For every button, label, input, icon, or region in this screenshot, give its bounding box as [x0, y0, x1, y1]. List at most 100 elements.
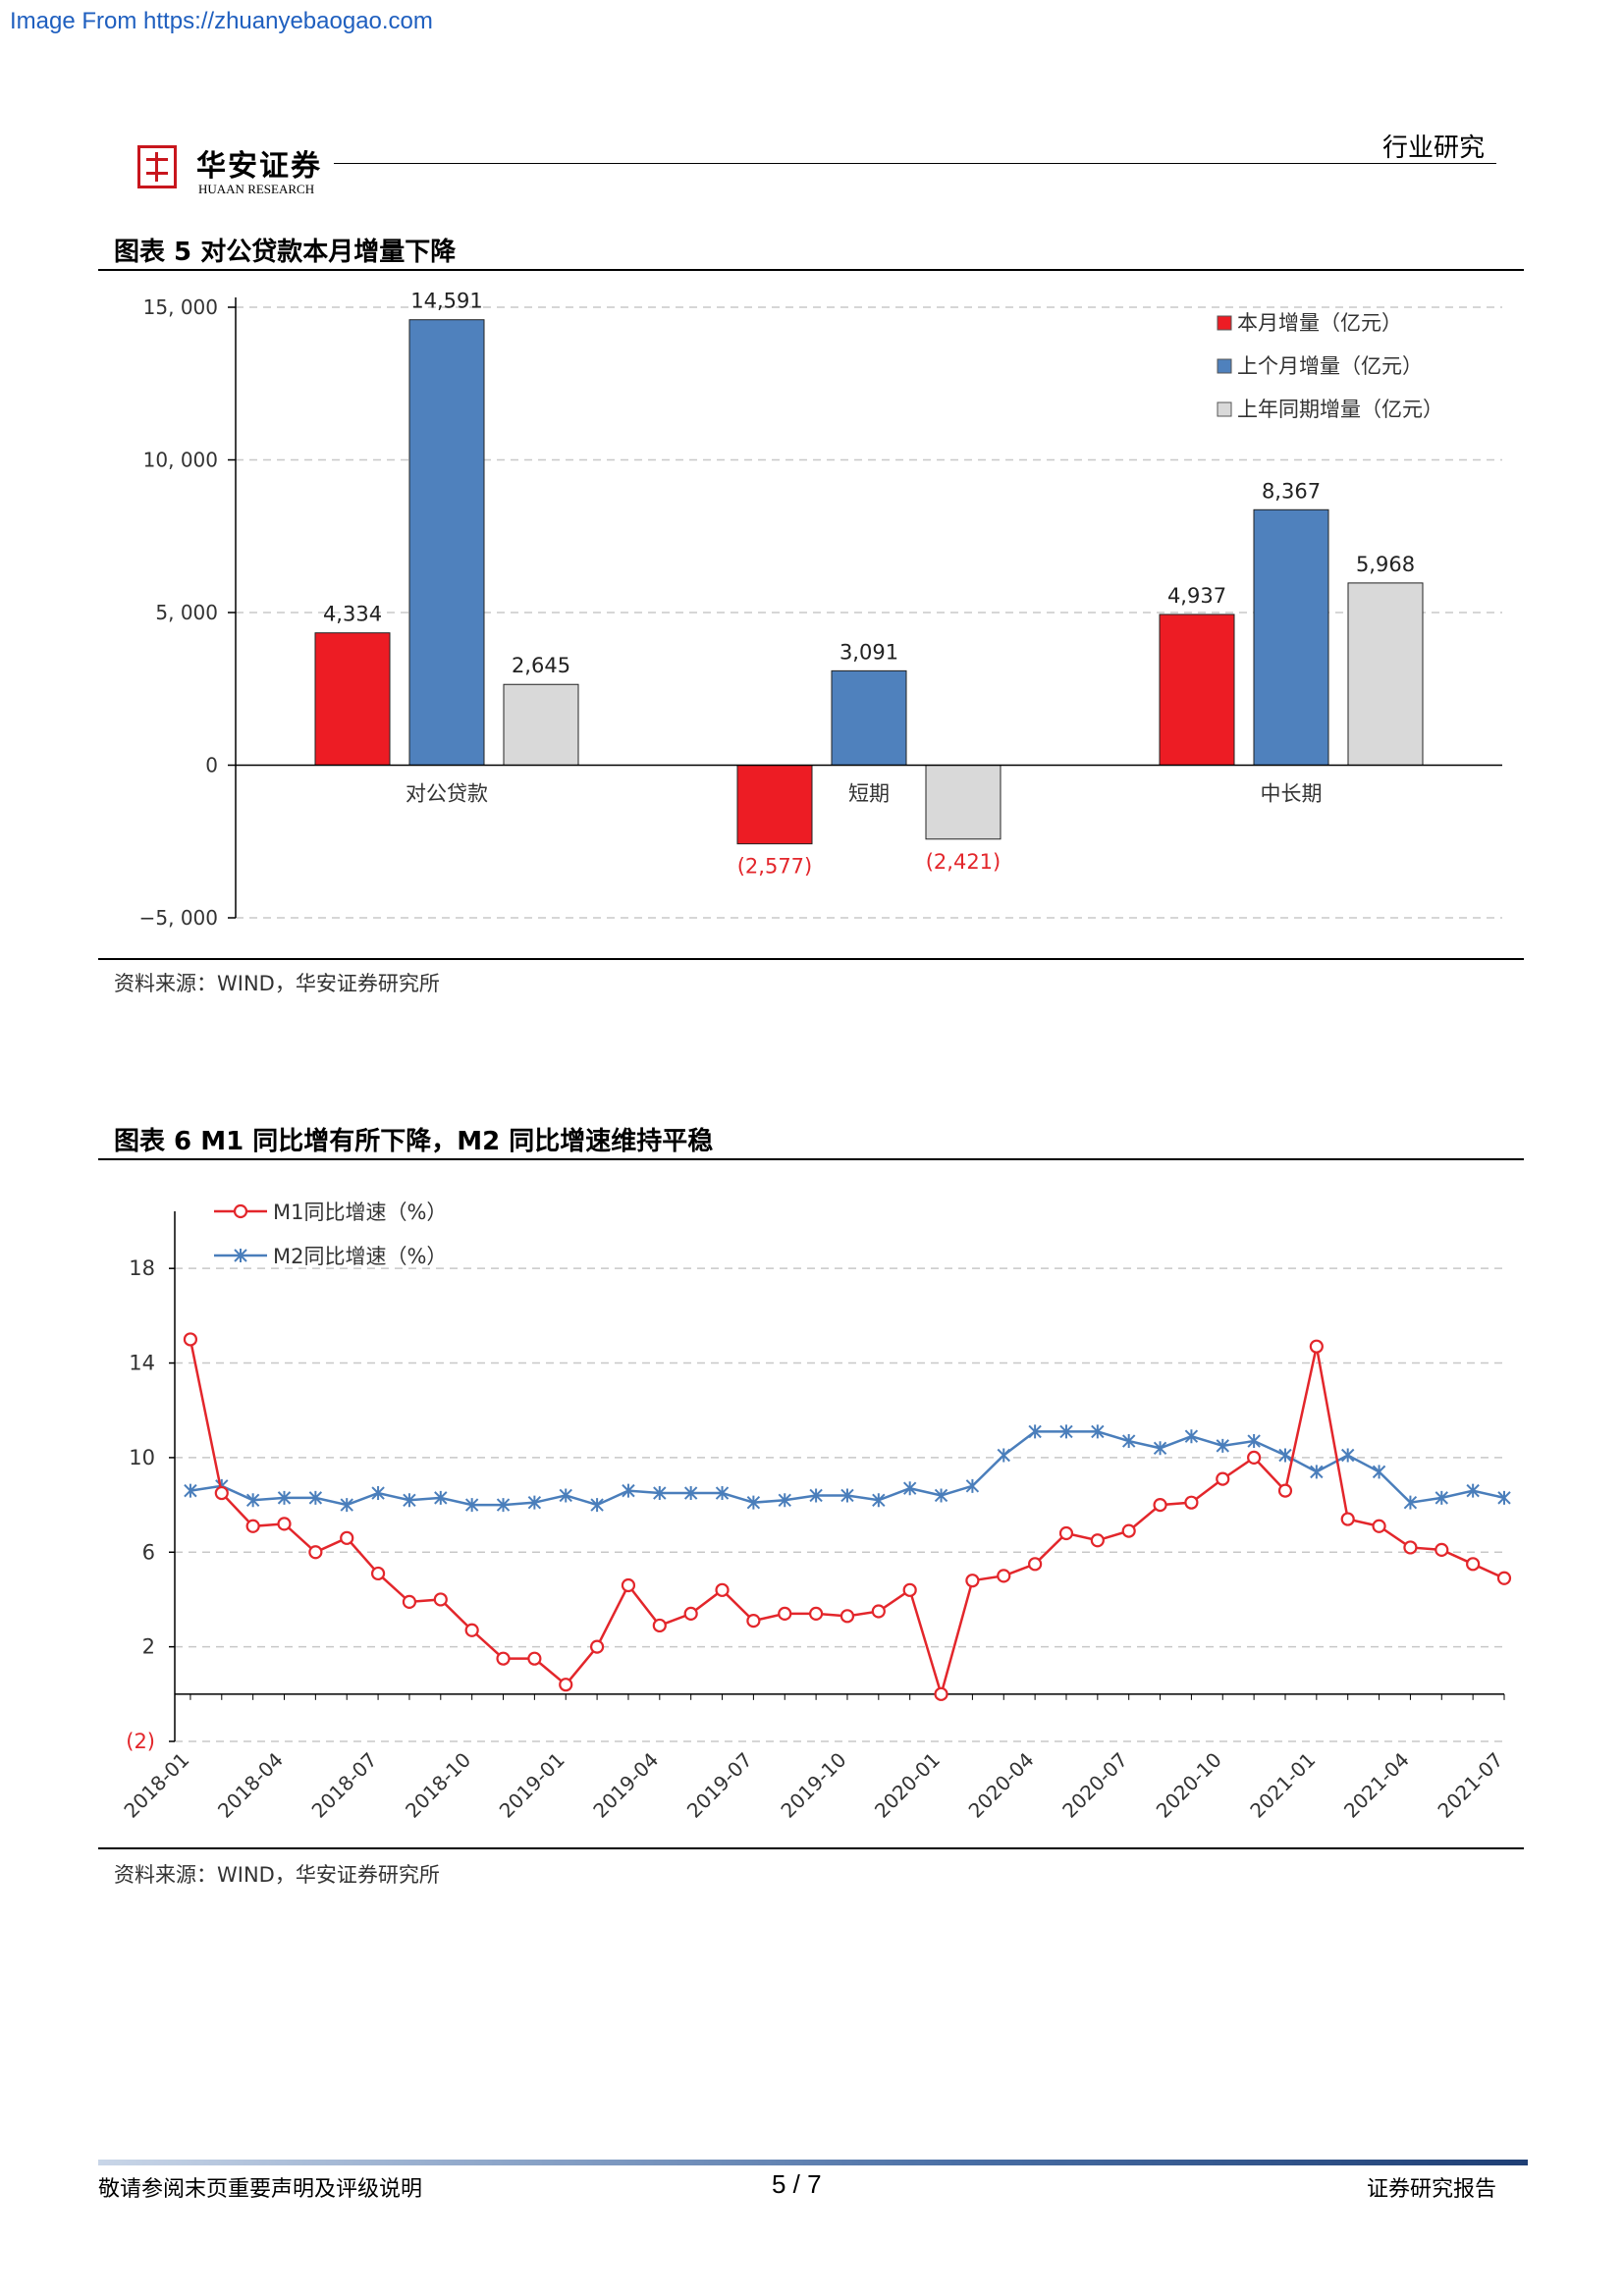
- section-tag: 行业研究: [1381, 133, 1485, 163]
- figure6-bottom-rule: [98, 1847, 1524, 1849]
- m2-point: [997, 1448, 1010, 1463]
- m1-point: [1309, 1339, 1324, 1354]
- m2-point: [184, 1483, 197, 1498]
- m1-point: [652, 1618, 667, 1633]
- figure6-title: 图表 6 M1 同比增有所下降，M2 同比增速维持平稳: [114, 1127, 714, 1156]
- x-tick-label: 2018-04: [213, 1748, 288, 1823]
- m1-point: [621, 1577, 636, 1593]
- m1-point: [683, 1606, 698, 1622]
- bar-value-label: 3,091: [839, 640, 898, 664]
- m1-point: [340, 1530, 354, 1545]
- m2-point: [496, 1498, 511, 1513]
- m2-point: [840, 1488, 854, 1503]
- m2-point: [1153, 1441, 1167, 1456]
- legend-label: M1同比增速（%）: [273, 1201, 447, 1224]
- legend-label: M2同比增速（%）: [273, 1245, 447, 1268]
- m1-point: [370, 1566, 386, 1581]
- m1-point: [1121, 1523, 1136, 1538]
- bar-value-label: 8,367: [1262, 479, 1321, 503]
- m1-point: [1277, 1483, 1293, 1498]
- x-category-label: 短期: [848, 782, 890, 806]
- bar-value-label: 2,645: [512, 654, 570, 677]
- m1-point: [1340, 1512, 1355, 1526]
- huaan-logo-icon: [137, 145, 177, 188]
- m1-point: [1403, 1540, 1418, 1555]
- bar: [408, 319, 485, 766]
- m1-point: [1466, 1557, 1481, 1572]
- m2-point: [371, 1486, 385, 1501]
- figure6-top-rule: [98, 1158, 1524, 1160]
- legend-label: 上个月增量（亿元）: [1237, 354, 1423, 378]
- figure5-title: 图表 5 对公贷款本月增量下降: [114, 238, 457, 267]
- legend-marker-m1: [233, 1203, 248, 1219]
- m1-point: [715, 1582, 730, 1597]
- y-tick-label: (2): [126, 1730, 155, 1753]
- footer-disclaimer: 敬请参阅末页重要声明及评级说明: [98, 2177, 423, 2202]
- footer-bar: [98, 2160, 1528, 2165]
- bar-value-label: (2,577): [737, 855, 813, 879]
- m1-point: [1435, 1542, 1449, 1557]
- m2-point: [1403, 1495, 1418, 1510]
- m1-m2-growth-line-chart: 18 14 10 6 2 (2)2018-01 2018-04 2018-07 2018-10 2…: [119, 1201, 1512, 1823]
- m2-point: [715, 1486, 730, 1501]
- x-tick-label: 2018-10: [401, 1748, 475, 1823]
- m1-point: [778, 1606, 792, 1622]
- m2-point: [434, 1490, 448, 1505]
- y-tick-label: 10, 000: [143, 449, 218, 472]
- m2-point: [1372, 1465, 1386, 1479]
- y-tick-label: 14: [129, 1352, 155, 1375]
- m1-point: [402, 1594, 417, 1609]
- header-divider: [334, 163, 1496, 164]
- x-tick-label: 2020-04: [964, 1748, 1039, 1823]
- m1-point: [214, 1485, 229, 1501]
- m2-point: [965, 1478, 980, 1493]
- m2-point: [902, 1481, 917, 1496]
- m2-point: [245, 1493, 260, 1508]
- m1-point: [589, 1639, 605, 1654]
- figure5-source: 资料来源：WIND，华安证券研究所: [114, 972, 440, 995]
- loan-increment-bar-chart: 15, 000 10, 000 5, 000 0 −5, 000 4,334 14,591 2…: [139, 290, 1502, 930]
- legend-swatch: [1217, 315, 1232, 331]
- legend-label: 上年同期增量（亿元）: [1237, 398, 1443, 421]
- m2-point: [1341, 1448, 1355, 1463]
- y-tick-label: 15, 000: [143, 295, 218, 319]
- x-tick-label: 2020-01: [870, 1748, 945, 1823]
- m2-point: [1216, 1438, 1229, 1453]
- y-tick-label: 18: [129, 1256, 155, 1280]
- x-tick-label: 2019-01: [495, 1748, 569, 1823]
- m2-point: [809, 1488, 823, 1503]
- legend-marker-m2: [234, 1249, 247, 1262]
- m1-point: [308, 1545, 323, 1560]
- m1-point: [496, 1651, 511, 1666]
- bar-value-label: 14,591: [410, 290, 482, 313]
- m1-point: [839, 1609, 855, 1624]
- m1-point: [746, 1614, 761, 1629]
- figure5-bottom-rule: [98, 958, 1524, 960]
- m2-point: [653, 1486, 667, 1501]
- m2-point: [590, 1498, 604, 1513]
- logo-english-name: HUAAN RESEARCH: [198, 182, 315, 196]
- m2-point: [277, 1490, 292, 1505]
- m2-point: [1435, 1490, 1448, 1505]
- m1-point: [433, 1592, 448, 1607]
- bar: [1253, 508, 1329, 767]
- bar: [736, 765, 813, 845]
- y-tick-label: 10: [129, 1446, 155, 1469]
- m1-point: [1372, 1519, 1386, 1533]
- m2-point: [1091, 1424, 1105, 1439]
- bar: [1159, 614, 1235, 766]
- bar: [831, 669, 907, 766]
- logo-chinese-name: 华安证券: [196, 149, 322, 184]
- m1-point: [1216, 1471, 1230, 1486]
- m1-point: [1153, 1497, 1167, 1513]
- x-category-label: 对公贷款: [406, 782, 488, 806]
- m1-point: [997, 1569, 1011, 1583]
- x-category-label: 中长期: [1261, 782, 1323, 806]
- m2-point: [746, 1495, 761, 1510]
- m1-point: [1184, 1495, 1199, 1510]
- x-tick-label: 2019-07: [682, 1748, 757, 1823]
- watermark-text: Image From https://zhuanyebaogao.com: [10, 8, 433, 34]
- x-tick-label: 2018-07: [307, 1748, 382, 1823]
- y-tick-label: 6: [142, 1540, 155, 1564]
- m2-point: [527, 1495, 542, 1510]
